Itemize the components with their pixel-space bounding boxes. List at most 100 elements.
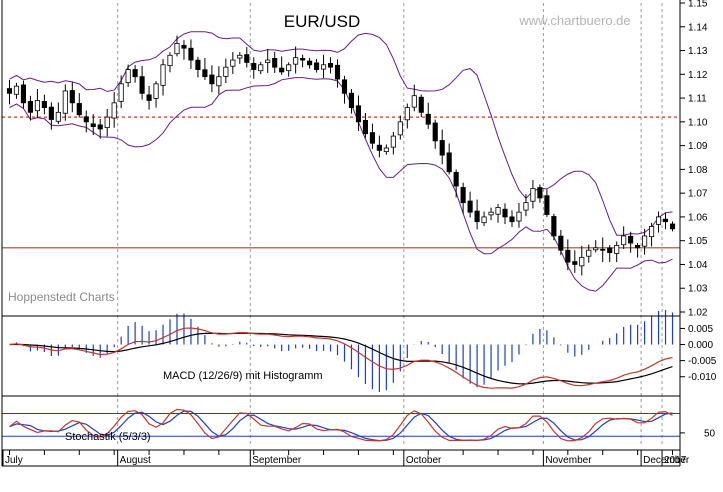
candle-body bbox=[551, 216, 557, 237]
candle-body bbox=[467, 200, 473, 213]
candle bbox=[572, 250, 578, 273]
candle bbox=[76, 93, 82, 118]
candle-body bbox=[279, 67, 285, 73]
candle bbox=[132, 65, 138, 83]
candle-body bbox=[635, 245, 641, 249]
candle-body bbox=[216, 76, 222, 87]
candle-body bbox=[76, 103, 82, 116]
price-tick-label: 1.03 bbox=[688, 284, 708, 295]
macd-title: MACD (12/26/9) mit Histogramm bbox=[163, 370, 323, 382]
candle-body bbox=[579, 256, 585, 267]
candle bbox=[90, 114, 96, 136]
candle bbox=[669, 221, 676, 232]
candle-body bbox=[669, 223, 676, 230]
candle bbox=[216, 66, 222, 94]
candle-body bbox=[411, 95, 417, 108]
candle-body bbox=[614, 245, 620, 254]
candle bbox=[174, 35, 180, 57]
candle-body bbox=[174, 43, 180, 55]
month-label: December bbox=[643, 455, 690, 466]
candle bbox=[195, 56, 201, 78]
candle-body bbox=[83, 116, 89, 123]
candle-body bbox=[593, 247, 599, 251]
candle bbox=[558, 229, 564, 256]
candle-body bbox=[523, 202, 529, 211]
candle bbox=[265, 48, 271, 73]
candle-body bbox=[139, 76, 145, 94]
candle-body bbox=[655, 216, 662, 225]
candle-body bbox=[265, 59, 271, 63]
candle bbox=[314, 58, 320, 73]
candle-body bbox=[348, 92, 355, 108]
candle-body bbox=[530, 187, 536, 202]
candle bbox=[432, 119, 438, 149]
candle bbox=[125, 64, 131, 87]
candle-body bbox=[649, 226, 655, 238]
candle-body bbox=[209, 74, 215, 85]
candle bbox=[111, 92, 117, 128]
candle-body bbox=[334, 64, 341, 80]
macd-tick-label: -0.010 bbox=[688, 372, 717, 383]
candle bbox=[237, 52, 243, 64]
candle-body bbox=[167, 54, 173, 66]
candle bbox=[390, 131, 396, 155]
bollinger-lower bbox=[9, 77, 673, 292]
candle bbox=[320, 54, 327, 78]
candle bbox=[509, 210, 515, 227]
candle bbox=[537, 184, 543, 203]
candle-body bbox=[362, 119, 368, 135]
candle-body bbox=[27, 100, 33, 113]
candle-body bbox=[20, 84, 27, 104]
candle-body bbox=[272, 58, 278, 68]
candle bbox=[48, 102, 54, 130]
candle bbox=[488, 207, 494, 221]
candle bbox=[13, 82, 20, 99]
candle bbox=[341, 75, 348, 104]
candle bbox=[348, 89, 355, 114]
candle-body bbox=[307, 60, 313, 66]
candle bbox=[376, 135, 382, 158]
candle bbox=[139, 65, 145, 100]
candle-body bbox=[237, 54, 243, 59]
candle-body bbox=[446, 152, 452, 173]
month-label: 2017 bbox=[664, 455, 687, 466]
candle-body bbox=[55, 111, 61, 122]
chart-title: EUR/USD bbox=[284, 12, 361, 31]
price-tick-label: 1.04 bbox=[688, 260, 708, 271]
candle-body bbox=[160, 64, 166, 86]
candle bbox=[97, 118, 103, 139]
candle bbox=[251, 57, 257, 79]
candle-body bbox=[300, 58, 306, 61]
candle bbox=[334, 59, 341, 88]
candle bbox=[425, 102, 431, 129]
candle-body bbox=[251, 63, 257, 70]
candle bbox=[104, 108, 110, 137]
candle-body bbox=[565, 249, 571, 263]
candle bbox=[362, 112, 368, 139]
price-tick-label: 1.09 bbox=[688, 141, 708, 152]
candle-body bbox=[181, 45, 187, 49]
candle-body bbox=[460, 187, 466, 204]
candle bbox=[607, 245, 613, 262]
stochastic-tick-label: 50 bbox=[704, 428, 716, 439]
price-tick-label: 1.13 bbox=[688, 46, 708, 57]
candle bbox=[300, 54, 306, 68]
candle-body bbox=[34, 100, 40, 112]
candle bbox=[383, 144, 389, 155]
candle bbox=[551, 213, 557, 241]
candle bbox=[655, 211, 662, 233]
candle bbox=[516, 202, 522, 228]
candle-body bbox=[69, 90, 75, 104]
candle-body bbox=[97, 124, 103, 130]
candle-body bbox=[481, 216, 487, 224]
candle bbox=[467, 191, 473, 218]
candle bbox=[209, 65, 215, 93]
candle-body bbox=[397, 121, 403, 136]
candle bbox=[649, 222, 655, 247]
candle-body bbox=[607, 247, 613, 253]
candle-body bbox=[453, 171, 459, 187]
candle bbox=[621, 226, 627, 250]
watermark-text: www.chartbuero.de bbox=[518, 13, 630, 28]
candle bbox=[460, 182, 466, 214]
